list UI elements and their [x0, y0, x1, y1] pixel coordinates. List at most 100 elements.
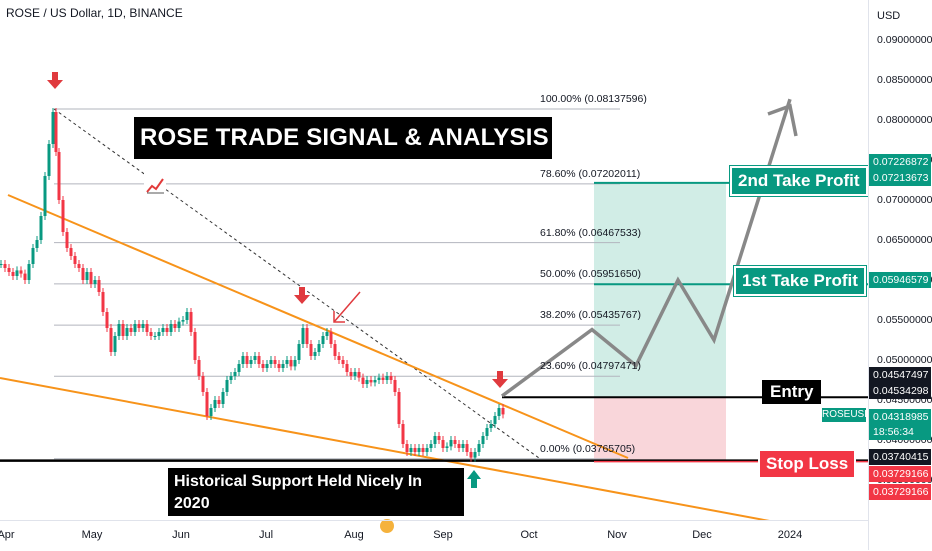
candle-body	[237, 364, 241, 372]
candle-body	[31, 248, 35, 264]
time-tick: May	[81, 529, 103, 541]
price-tick: 0.08000000	[877, 114, 932, 126]
candle-body	[241, 356, 245, 364]
candle-body	[421, 448, 425, 452]
candle-body	[217, 400, 221, 404]
candle-body	[27, 264, 31, 280]
candle-body	[469, 452, 473, 458]
candle-body	[389, 376, 393, 380]
time-tick: Aug	[344, 529, 364, 541]
candle-body	[329, 332, 333, 344]
candle-body	[137, 324, 141, 328]
loss-zone	[594, 397, 726, 462]
candle-body	[413, 448, 417, 452]
candle-body	[197, 360, 201, 376]
candle-body	[453, 440, 457, 444]
candle-body	[11, 272, 15, 276]
candle-body	[449, 440, 453, 447]
candle-body	[15, 270, 19, 276]
price-tag: 0.04547497	[869, 367, 931, 383]
candle-body	[69, 248, 73, 256]
smile-icon	[379, 518, 394, 533]
candle-body	[177, 321, 181, 328]
candle-body	[325, 332, 329, 336]
candle-body	[85, 272, 89, 280]
candle-body	[333, 344, 337, 356]
fib-label: 50.00% (0.05951650)	[540, 267, 641, 280]
price-tag: 0.04534298	[869, 383, 931, 399]
candle-body	[61, 200, 65, 232]
candle-body	[337, 356, 341, 360]
candle-body	[425, 448, 429, 452]
down-arrow-icon	[492, 371, 508, 388]
price-chart[interactable]	[0, 0, 868, 520]
candle-body	[309, 344, 313, 356]
candle-body	[109, 328, 113, 352]
candle-body	[205, 392, 209, 416]
candle-body	[249, 360, 253, 364]
candle-body	[43, 176, 47, 216]
candle-body	[39, 216, 43, 240]
candle-body	[393, 380, 397, 392]
candle-body	[81, 268, 85, 280]
candle-body	[169, 324, 173, 332]
candle-body	[293, 360, 297, 367]
candle-body	[229, 376, 233, 380]
upper-wedge-line	[7, 194, 629, 459]
candle-body	[461, 444, 465, 448]
candle-body	[273, 360, 277, 364]
candle-body	[213, 400, 217, 408]
price-tag: 18:56:34	[869, 424, 931, 440]
price-tag: 0.03729166	[869, 484, 931, 500]
candle-body	[93, 280, 97, 284]
candle-body	[149, 332, 153, 336]
candle-body	[493, 416, 497, 424]
price-axis[interactable]: USD 0.090000000.085000000.080000000.0750…	[868, 0, 932, 550]
candle-body	[121, 324, 125, 336]
candle-body	[225, 380, 229, 392]
candle-body	[145, 324, 149, 332]
candle-body	[321, 336, 325, 344]
profit-zone	[594, 182, 726, 398]
down-arrow-icon	[294, 287, 310, 304]
price-tick: 0.09000000	[877, 34, 932, 46]
candle-body	[181, 320, 185, 322]
candle-body	[397, 392, 401, 424]
candle-body	[133, 324, 137, 332]
candle-body	[77, 264, 81, 268]
currency-label[interactable]: USD	[877, 10, 901, 22]
candle-body	[349, 372, 353, 376]
candle-body	[201, 376, 205, 392]
time-tick: Oct	[520, 529, 538, 541]
projection-arrowhead	[767, 103, 798, 137]
chart-area[interactable]: ROSE / US Dollar, 1D, BINANCE 100.00% (0…	[0, 0, 871, 534]
down-arrow-icon	[47, 72, 63, 89]
candle-body	[157, 332, 161, 336]
price-tick: 0.05500000	[877, 314, 932, 326]
dashed-trendline	[53, 108, 541, 460]
candle-body	[445, 446, 449, 448]
time-axis[interactable]: Apr May Jun Jul Aug Sep Oct Nov Dec 2024	[0, 520, 868, 551]
candle-body	[245, 356, 249, 364]
price-tag: 0.03740415	[869, 449, 931, 465]
price-tick: 0.08500000	[877, 74, 932, 86]
candle-body	[301, 328, 305, 344]
candle-body	[105, 312, 109, 328]
candle-body	[285, 360, 289, 364]
candle-body	[141, 324, 145, 328]
candle-body	[221, 392, 225, 404]
title-banner: ROSE TRADE SIGNAL & ANALYSIS	[134, 117, 552, 194]
candle-body	[73, 256, 77, 264]
candle-body	[265, 364, 269, 368]
price-tag: 0.04318985	[869, 409, 931, 425]
chart-up-icon	[144, 167, 166, 194]
symbol-title: ROSE / US Dollar, 1D, BINANCE	[6, 6, 183, 20]
fib-label: 78.60% (0.07202011)	[540, 167, 641, 180]
candle-body	[51, 112, 55, 144]
candle-body	[289, 360, 293, 367]
price-tick: 0.05000000	[877, 354, 932, 366]
candle-body	[161, 328, 165, 332]
candle-body	[257, 356, 261, 364]
lower-wedge-line	[0, 377, 770, 520]
candle-body	[281, 364, 285, 368]
